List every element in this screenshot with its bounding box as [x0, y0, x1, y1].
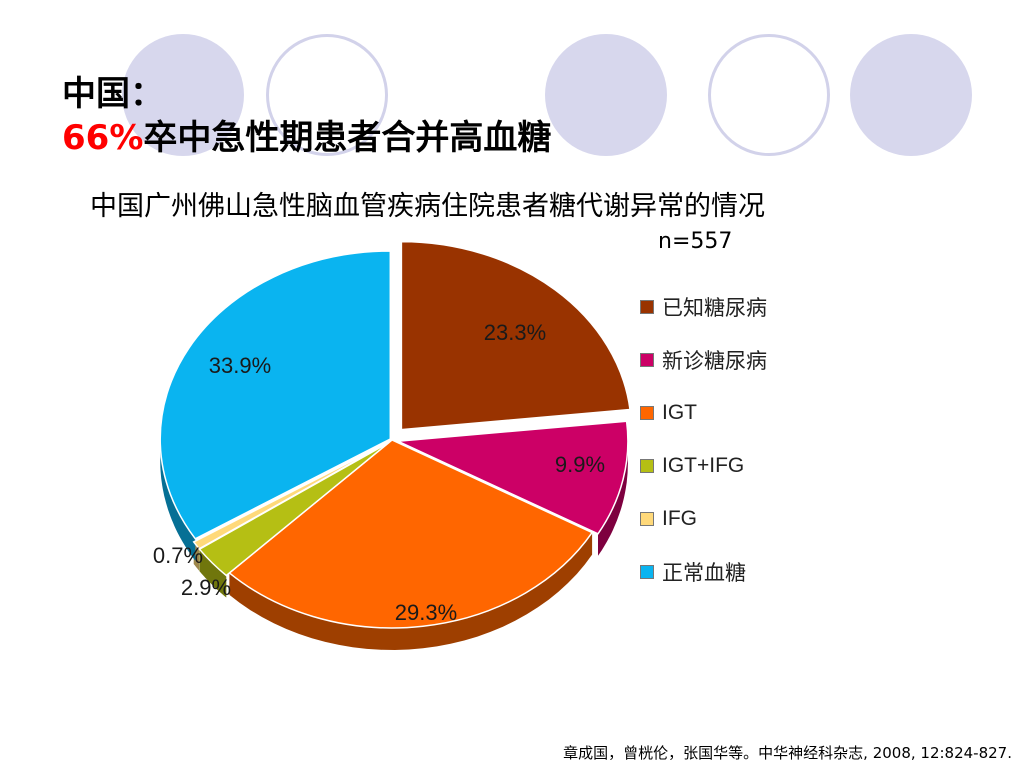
- pie-slice: [395, 420, 629, 535]
- heading-line-2: 66%卒中急性期患者合并高血糖: [62, 116, 551, 160]
- legend-label: 正常血糖: [662, 561, 746, 585]
- pie-data-label: 2.9%: [181, 575, 231, 600]
- pie-data-label: 9.9%: [555, 452, 605, 477]
- legend-label: 已知糖尿病: [662, 296, 767, 320]
- legend-label: IFG: [662, 507, 697, 530]
- pie-slice: [159, 250, 392, 540]
- legend-label: 新诊糖尿病: [662, 349, 767, 373]
- legend-swatch: [640, 512, 654, 526]
- decorative-circle: [708, 34, 830, 156]
- chart-title: 中国广州佛山急性脑血管疾病住院患者糖代谢异常的情况: [90, 191, 765, 222]
- pie-data-label: 29.3%: [395, 600, 457, 625]
- decorative-circle: [850, 34, 972, 156]
- pie-slice: [192, 441, 390, 550]
- citation: 章成国，曾桄伦，张国华等。中华神经科杂志, 2008, 12:824-827.: [563, 744, 1012, 762]
- legend-swatch: [640, 300, 654, 314]
- legend-label: IGT: [662, 401, 697, 424]
- decorative-circle: [266, 34, 388, 156]
- legend-label: IGT+IFG: [662, 454, 745, 477]
- sample-size: n=557: [658, 229, 733, 254]
- legend-swatch: [640, 353, 654, 367]
- pie-slice: [228, 439, 594, 629]
- legend-item: IFG: [640, 504, 697, 534]
- legend-swatch: [640, 459, 654, 473]
- legend-swatch: [640, 406, 654, 420]
- decorative-circle: [545, 34, 667, 156]
- pie-slice-side: [598, 441, 628, 556]
- pie-data-label: 23.3%: [484, 320, 546, 345]
- decorative-circles: [0, 0, 1024, 170]
- slide-heading: 中国： 66%卒中急性期患者合并高血糖: [62, 72, 551, 160]
- legend-item: 正常血糖: [640, 557, 746, 587]
- legend-item: 新诊糖尿病: [640, 345, 767, 375]
- pie-data-label: 0.7%: [153, 543, 203, 568]
- legend-item: IGT: [640, 398, 697, 428]
- legend-item: 已知糖尿病: [640, 292, 767, 322]
- pie-slice-side: [160, 439, 196, 561]
- legend-item: IGT+IFG: [640, 451, 744, 481]
- legend-swatch: [640, 565, 654, 579]
- heading-line-1: 中国：: [62, 74, 164, 114]
- heading-highlight-percent: 66%: [62, 118, 144, 158]
- pie-slice-side: [199, 549, 227, 598]
- pie-data-label: 33.9%: [209, 353, 271, 378]
- pie-slice: [400, 240, 631, 431]
- decorative-circle: [122, 34, 244, 156]
- pie-slice-side: [229, 532, 593, 650]
- heading-line-2-text: 卒中急性期患者合并高血糖: [143, 118, 552, 158]
